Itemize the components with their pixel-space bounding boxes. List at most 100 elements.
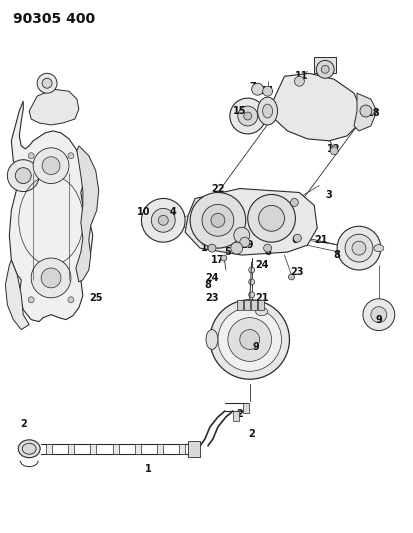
Circle shape (249, 267, 255, 273)
Circle shape (218, 308, 282, 372)
Circle shape (330, 147, 338, 155)
Circle shape (68, 297, 74, 303)
Circle shape (248, 195, 295, 242)
Circle shape (208, 244, 216, 252)
Bar (179, 444, 185, 454)
Circle shape (141, 198, 185, 242)
Ellipse shape (374, 245, 384, 252)
Text: 11: 11 (294, 71, 308, 82)
Text: 3: 3 (326, 190, 332, 200)
Ellipse shape (258, 97, 278, 125)
Text: 9: 9 (252, 342, 259, 352)
Text: 13: 13 (261, 114, 274, 124)
Bar (113, 444, 119, 454)
Text: 16: 16 (201, 243, 215, 253)
Polygon shape (5, 260, 29, 329)
Text: 23: 23 (205, 293, 219, 303)
Bar (135, 444, 141, 454)
Circle shape (252, 83, 263, 95)
Ellipse shape (256, 308, 268, 316)
Circle shape (190, 192, 246, 248)
Bar (157, 444, 163, 454)
Circle shape (15, 168, 31, 183)
Circle shape (288, 274, 294, 280)
Circle shape (42, 78, 52, 88)
Text: 2: 2 (248, 429, 255, 439)
Circle shape (41, 268, 61, 288)
Circle shape (158, 215, 168, 225)
Bar (233, 411, 239, 421)
Circle shape (290, 198, 298, 206)
Circle shape (28, 153, 34, 159)
Text: 9: 9 (375, 314, 382, 325)
Circle shape (240, 237, 250, 247)
Circle shape (7, 160, 39, 191)
Text: 2: 2 (20, 419, 26, 429)
Circle shape (263, 244, 272, 252)
Circle shape (68, 153, 74, 159)
Bar (258, 300, 263, 310)
Circle shape (360, 105, 372, 117)
Circle shape (321, 66, 329, 74)
Text: 23: 23 (291, 267, 304, 277)
Text: 90305 400: 90305 400 (13, 12, 95, 26)
Bar (237, 300, 243, 310)
Circle shape (234, 227, 250, 243)
Ellipse shape (22, 443, 36, 454)
Circle shape (363, 299, 395, 330)
Polygon shape (272, 74, 361, 141)
Text: 24: 24 (205, 273, 219, 283)
Polygon shape (354, 93, 377, 131)
Bar (251, 300, 256, 310)
Circle shape (42, 157, 60, 175)
Ellipse shape (18, 440, 40, 458)
Text: 1: 1 (145, 464, 152, 474)
Text: 21: 21 (314, 235, 328, 245)
Circle shape (249, 292, 255, 298)
Circle shape (202, 205, 234, 236)
Circle shape (28, 297, 34, 303)
Circle shape (33, 148, 69, 183)
Circle shape (345, 234, 373, 262)
Text: 24: 24 (255, 260, 268, 270)
Bar (314, 58, 336, 74)
Text: 8: 8 (204, 280, 211, 290)
Text: 25: 25 (89, 293, 102, 303)
Text: 12: 12 (328, 144, 341, 154)
Text: 5: 5 (225, 247, 231, 257)
Circle shape (228, 318, 272, 361)
Circle shape (238, 106, 258, 126)
Circle shape (152, 208, 175, 232)
Polygon shape (29, 89, 79, 125)
Circle shape (293, 234, 301, 242)
Circle shape (240, 329, 260, 350)
Circle shape (244, 112, 252, 120)
Text: 22: 22 (211, 183, 225, 193)
Circle shape (249, 279, 255, 285)
Circle shape (211, 213, 225, 227)
Bar (244, 300, 250, 310)
Bar (243, 403, 249, 413)
Ellipse shape (206, 329, 218, 350)
Text: 4: 4 (170, 207, 177, 217)
Circle shape (221, 255, 227, 261)
Circle shape (337, 227, 381, 270)
Text: 2: 2 (236, 409, 243, 419)
Text: 17: 17 (211, 255, 225, 265)
Bar (90, 444, 96, 454)
Text: 7: 7 (249, 82, 256, 92)
Circle shape (371, 306, 387, 322)
Text: 10: 10 (137, 207, 150, 217)
Circle shape (259, 205, 285, 231)
Bar (188, 441, 200, 457)
Circle shape (37, 74, 57, 93)
Circle shape (316, 60, 334, 78)
Circle shape (352, 241, 366, 255)
Text: 19: 19 (241, 240, 254, 250)
Polygon shape (76, 146, 99, 282)
Bar (46, 444, 52, 454)
Ellipse shape (263, 104, 273, 118)
Text: 20: 20 (231, 227, 244, 237)
Text: 6: 6 (264, 247, 271, 257)
Circle shape (230, 98, 266, 134)
